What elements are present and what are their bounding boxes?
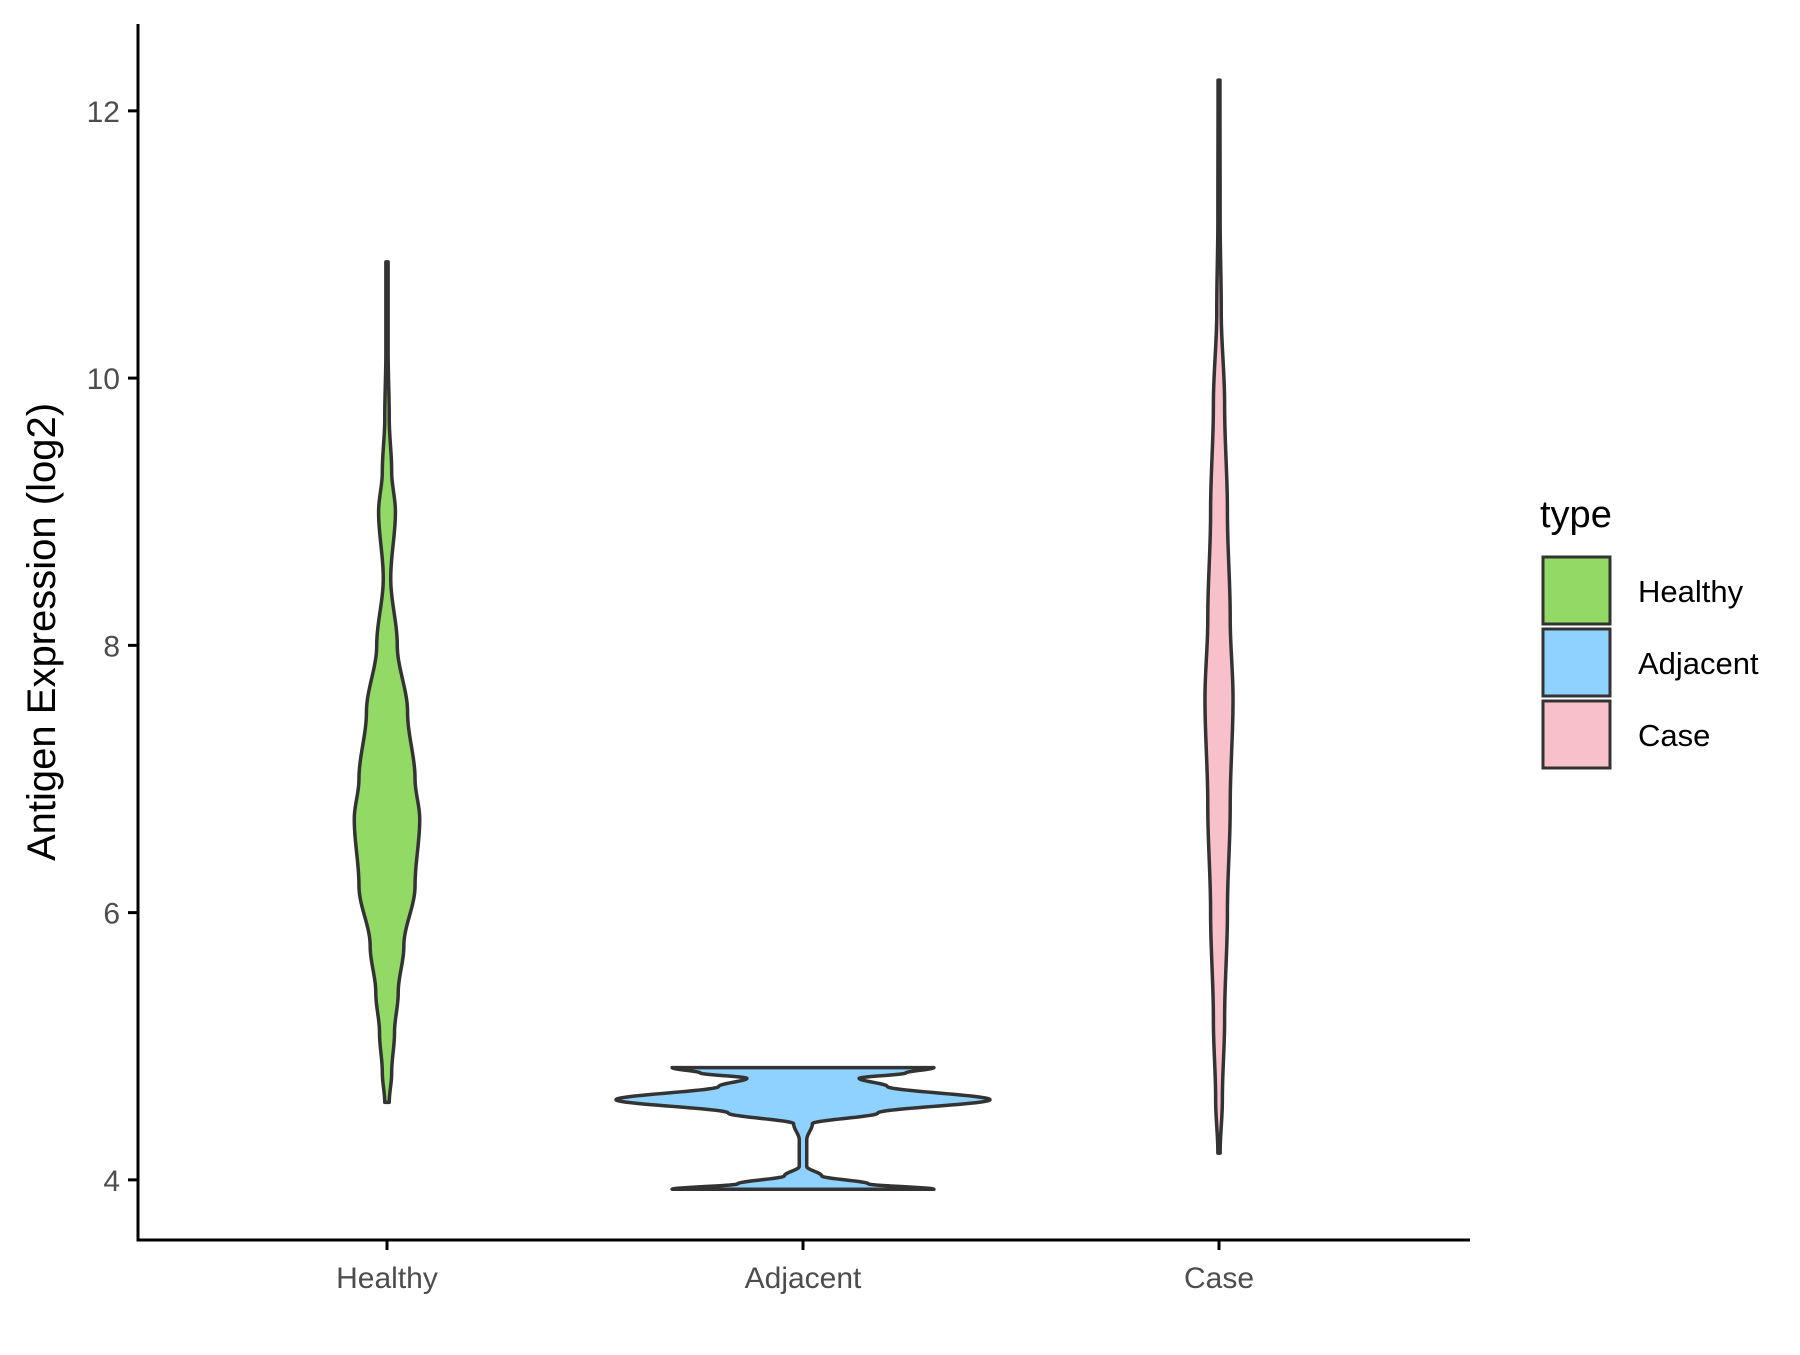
legend-label-adjacent: Adjacent <box>1638 646 1759 681</box>
legend-swatch-adjacent <box>1541 627 1612 698</box>
y-tick-label: 4 <box>103 1165 120 1198</box>
legend-title: type <box>1540 494 1612 536</box>
x-tick-label: Healthy <box>336 1262 438 1295</box>
y-axis-title: Antigen Expression (log2) <box>20 403 64 861</box>
y-tick-label: 12 <box>87 96 120 129</box>
legend-items: Healthy Adjacent Case <box>1541 555 1759 770</box>
legend: type Healthy Adjacent Case <box>1540 494 1759 770</box>
y-tick-label: 8 <box>103 630 120 663</box>
y-ticks-layer: 4 6 8 10 12 <box>87 96 138 1198</box>
legend-swatch-healthy <box>1541 555 1612 626</box>
violin-healthy <box>352 260 422 1105</box>
x-ticks-layer: Healthy Adjacent Case <box>336 1240 1254 1295</box>
x-tick-label: Adjacent <box>745 1262 862 1295</box>
violin-adjacent <box>614 1065 992 1191</box>
legend-swatch-case <box>1541 699 1612 770</box>
axes-layer <box>136 24 1470 1242</box>
violins-layer <box>352 78 1235 1191</box>
y-tick-label: 6 <box>103 898 120 931</box>
legend-label-case: Case <box>1638 718 1710 753</box>
y-tick-label: 10 <box>87 363 120 396</box>
violin-case <box>1203 78 1235 1155</box>
legend-label-healthy: Healthy <box>1638 574 1744 609</box>
x-tick-label: Case <box>1184 1262 1254 1295</box>
